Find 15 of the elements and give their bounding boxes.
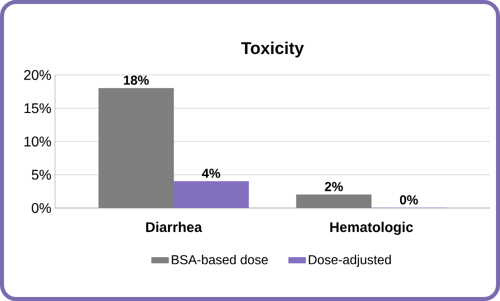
data-label: 0% [400,195,418,204]
data-label: 18% [124,76,149,85]
y-tick-label: 10% [24,136,51,146]
y-tick-label: 15% [24,103,51,114]
x-tick-label: Diarrhea [146,222,202,232]
y-tick-label: 0% [32,203,51,213]
chart-title: Toxicity [241,42,304,58]
bar [173,181,249,208]
data-label: 2% [324,182,343,192]
y-tick-label: 20% [24,70,51,80]
data-label: 4% [202,168,220,178]
legend-label: BSA-based dose [172,254,268,264]
y-tick-label: 5% [32,170,51,180]
x-tick-label: Hematologic [330,222,413,235]
legend-label: Dose-adjusted [308,254,391,267]
